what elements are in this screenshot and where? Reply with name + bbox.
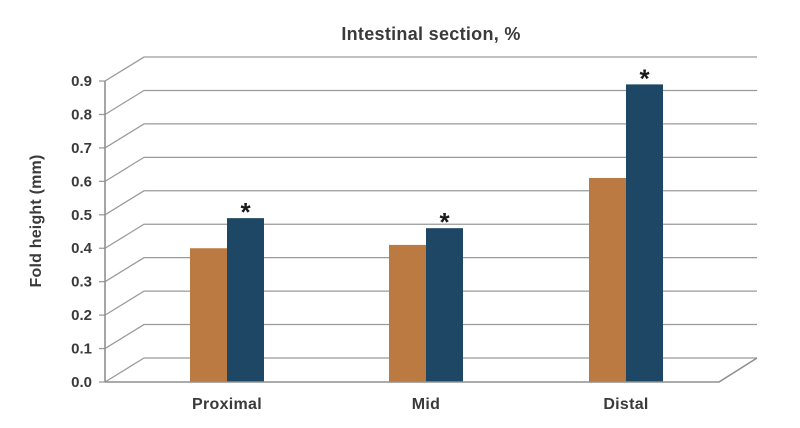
y-tick-label-0.5: 0.5 [71, 207, 92, 224]
x-axis-baseline [105, 357, 758, 383]
bar-proximal-navy [227, 218, 264, 382]
significance-asterisk-mid: * [439, 207, 450, 237]
category-label-mid: Mid [412, 396, 440, 413]
y-tick-label-0.8: 0.8 [71, 106, 92, 123]
grid-layer [99, 56, 757, 383]
y-tick-label-0.2: 0.2 [71, 307, 92, 324]
bar-layer [190, 84, 663, 382]
chart-title: Intestinal section, % [341, 24, 520, 44]
bar-proximal-orange [190, 248, 227, 382]
y-tick-label-0.9: 0.9 [71, 73, 92, 90]
y-tick-label-0.0: 0.0 [71, 374, 92, 391]
significance-asterisk-proximal: * [240, 197, 251, 227]
bar-distal-navy [626, 84, 663, 382]
gridline-0.5 [104, 190, 757, 216]
category-label-proximal: Proximal [192, 396, 262, 413]
category-label-layer: Proximal Mid Distal [192, 396, 648, 413]
y-tick-label-0.3: 0.3 [71, 274, 92, 291]
axis-layer [104, 81, 758, 383]
bar-distal-orange [589, 178, 626, 382]
tick-label-layer: 0.0 0.1 0.2 0.3 0.4 0.5 0.6 0.7 0.8 0.9 [71, 73, 93, 391]
significance-asterisk-distal: * [639, 63, 650, 93]
gridline-0.9 [104, 56, 757, 82]
annotation-layer: * * * [240, 63, 650, 237]
y-tick-label-0.6: 0.6 [71, 173, 92, 190]
y-tick-label-0.7: 0.7 [71, 140, 92, 157]
y-tick-label-0.1: 0.1 [71, 341, 92, 358]
gridline-0.7 [104, 123, 757, 149]
gridline-0.2 [104, 290, 757, 316]
gridline-0.3 [104, 257, 757, 283]
gridline-0.0 [104, 357, 757, 383]
y-axis-title: Fold height (mm) [28, 155, 45, 288]
y-tick-label-0.4: 0.4 [71, 240, 93, 257]
gridline-0.8 [104, 89, 757, 116]
category-label-distal: Distal [603, 396, 648, 413]
gridline-0.1 [104, 323, 757, 350]
gridline-0.4 [104, 223, 757, 249]
gridline-0.6 [104, 156, 757, 182]
bar-mid-orange [389, 244, 426, 382]
bar-mid-navy [426, 228, 463, 382]
